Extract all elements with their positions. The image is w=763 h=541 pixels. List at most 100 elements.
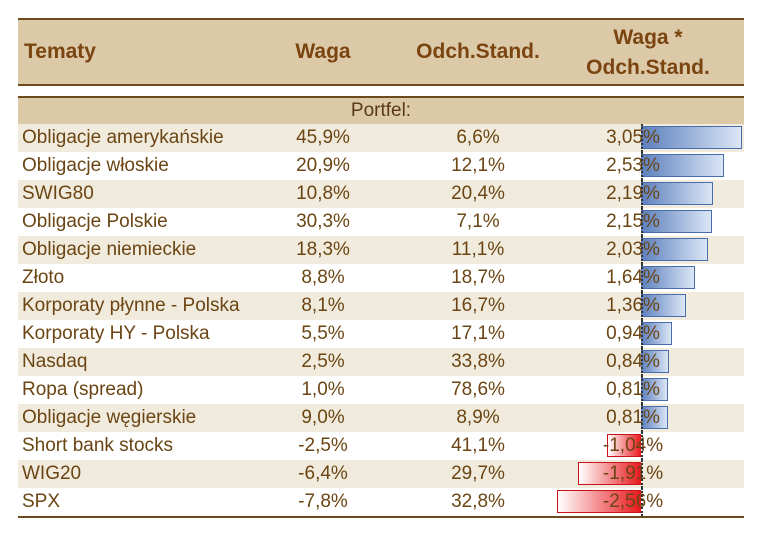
negative-bar	[606, 434, 641, 457]
row-topic: Obligacje amerykańskie	[22, 127, 224, 148]
row-topic: Obligacje węgierskie	[22, 407, 197, 428]
table-row: Nasdaq 2,5% 33,8% 0,84%	[18, 348, 744, 376]
row-odch: 6,6%	[456, 127, 500, 148]
zero-axis-line	[641, 264, 643, 292]
table-row: WIG20 -6,4% 29,7% -1,91%	[18, 460, 744, 488]
positive-bar	[641, 406, 668, 429]
row-topic: Korporaty HY - Polska	[22, 323, 210, 344]
header-waga-odch-line1: Waga *	[613, 26, 683, 49]
table-row: Obligacje amerykańskie 45,9% 6,6% 3,05%	[18, 124, 744, 152]
row-odch: 17,1%	[451, 323, 505, 344]
row-topic: SWIG80	[22, 183, 94, 204]
table-row: Korporaty HY - Polska 5,5% 17,1% 0,94%	[18, 320, 744, 348]
zero-axis-line	[641, 320, 643, 348]
table-row: Obligacje węgierskie 9,0% 8,9% 0,81%	[18, 404, 744, 432]
table-row: Korporaty płynne - Polska 8,1% 16,7% 1,36%	[18, 292, 744, 320]
table-row: Złoto 8,8% 18,7% 1,64%	[18, 264, 744, 292]
positive-bar	[641, 238, 708, 261]
row-topic: Short bank stocks	[22, 435, 174, 456]
zero-axis-line	[641, 208, 643, 236]
row-product: 2,53%	[606, 155, 660, 176]
row-product: -1,04%	[602, 435, 664, 456]
row-odch: 8,9%	[456, 407, 500, 428]
positive-bar	[641, 154, 725, 177]
zero-axis-line	[641, 404, 643, 432]
positive-bar	[641, 378, 668, 401]
table-row: SWIG80 10,8% 20,4% 2,19%	[18, 180, 744, 208]
header-waga-odch: Waga * Odch.Stand.	[558, 23, 738, 83]
row-odch: 18,7%	[451, 267, 505, 288]
positive-bar	[641, 350, 669, 373]
row-topic: WIG20	[22, 463, 82, 484]
table-row: SPX -7,8% 32,8% -2,56%	[18, 488, 744, 518]
positive-bar	[641, 210, 712, 233]
table-row: Short bank stocks -2,5% 41,1% -1,04%	[18, 432, 744, 460]
row-topic: Korporaty płynne - Polska	[22, 295, 240, 316]
row-product: 1,36%	[606, 295, 660, 316]
row-odch: 12,1%	[451, 155, 505, 176]
row-waga: 5,5%	[301, 323, 345, 344]
zero-axis-line	[641, 292, 643, 320]
row-waga: 30,3%	[296, 211, 350, 232]
header-tematy: Tematy	[24, 40, 96, 63]
zero-axis-line	[641, 152, 643, 180]
positive-bar	[641, 294, 686, 317]
negative-bar	[556, 490, 641, 513]
zero-axis-line	[641, 236, 643, 264]
row-waga: 20,9%	[296, 155, 350, 176]
row-odch: 33,8%	[451, 351, 505, 372]
row-product: -2,56%	[602, 491, 664, 512]
table-row: Obligacje włoskie 20,9% 12,1% 2,53%	[18, 152, 744, 180]
row-waga: 8,1%	[301, 295, 345, 316]
table-row: Obligacje niemieckie 18,3% 11,1% 2,03%	[18, 236, 744, 264]
zero-axis-line	[641, 432, 643, 460]
row-waga: -6,4%	[298, 463, 348, 484]
table-row: Ropa (spread) 1,0% 78,6% 0,81%	[18, 376, 744, 404]
row-odch: 41,1%	[451, 435, 505, 456]
row-waga: 45,9%	[296, 127, 350, 148]
row-product: 0,94%	[606, 323, 660, 344]
header-odch: Odch.Stand.	[416, 40, 540, 63]
row-topic: Obligacje niemieckie	[22, 239, 197, 260]
risk-table: Tematy Waga Odch.Stand. Waga * Odch.Stan…	[18, 18, 744, 518]
zero-axis-line	[641, 348, 643, 376]
row-product: 2,03%	[606, 239, 660, 260]
positive-bar	[641, 182, 714, 205]
row-odch: 78,6%	[451, 379, 505, 400]
row-topic: Złoto	[22, 267, 65, 288]
row-waga: 9,0%	[301, 407, 345, 428]
header-waga: Waga	[295, 40, 351, 63]
row-product: 0,84%	[606, 351, 660, 372]
zero-axis-line	[641, 488, 643, 516]
row-waga: 2,5%	[301, 351, 345, 372]
zero-axis-line	[641, 180, 643, 208]
row-product: 3,05%	[606, 127, 660, 148]
section-portfel: Portfel:	[18, 96, 744, 124]
row-product: 0,81%	[606, 379, 660, 400]
row-topic: Obligacje włoskie	[22, 155, 169, 176]
zero-axis-line	[641, 376, 643, 404]
table-header: Tematy Waga Odch.Stand. Waga * Odch.Stan…	[18, 18, 744, 86]
row-odch: 29,7%	[451, 463, 505, 484]
positive-bar	[641, 266, 696, 289]
row-product: -1,91%	[602, 463, 664, 484]
row-product: 2,19%	[606, 183, 660, 204]
row-product: 0,81%	[606, 407, 660, 428]
row-waga: 18,3%	[296, 239, 350, 260]
header-waga-odch-line2: Odch.Stand.	[586, 56, 710, 79]
zero-axis-line	[641, 124, 643, 152]
row-product: 2,15%	[606, 211, 660, 232]
row-odch: 16,7%	[451, 295, 505, 316]
table-row: Obligacje Polskie 30,3% 7,1% 2,15%	[18, 208, 744, 236]
row-topic: Ropa (spread)	[22, 379, 144, 400]
zero-axis-line	[641, 460, 643, 488]
row-odch: 11,1%	[451, 239, 505, 260]
row-waga: 8,8%	[301, 267, 345, 288]
row-topic: Obligacje Polskie	[22, 211, 168, 232]
row-waga: -7,8%	[298, 491, 348, 512]
row-waga: -2,5%	[298, 435, 348, 456]
row-odch: 32,8%	[451, 491, 505, 512]
table-body: Obligacje amerykańskie 45,9% 6,6% 3,05% Obli…	[18, 124, 744, 518]
positive-bar	[641, 126, 742, 149]
row-topic: Nasdaq	[22, 351, 88, 372]
